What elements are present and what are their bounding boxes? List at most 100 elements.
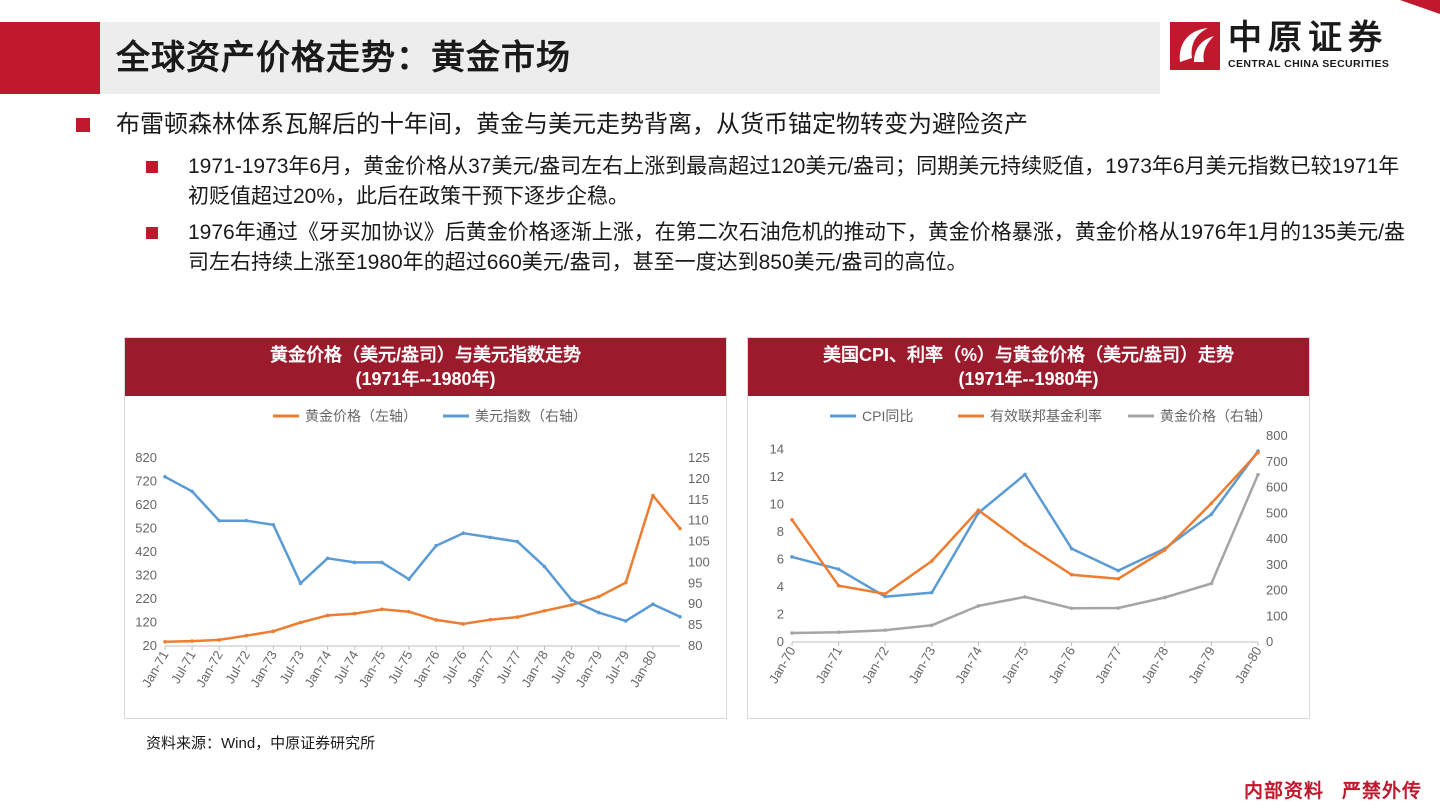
logo-mark-icon <box>1170 22 1220 70</box>
series-0-point-14 <box>542 608 547 613</box>
y-left-tick-7: 720 <box>135 474 157 489</box>
corner-decoration <box>1400 0 1440 14</box>
series-0-point-11 <box>461 622 465 626</box>
y-left-tick-3: 320 <box>135 568 157 583</box>
series-2-point-7 <box>1116 606 1120 610</box>
series-0-point-0 <box>163 639 167 644</box>
footer-left-text: 内部资料 <box>1244 781 1325 802</box>
bullet-list: 布雷顿森林体系瓦解后的十年间，黄金与美元走势背离，从货币锚定物转变为避险资产 1… <box>76 104 1406 278</box>
legend-label-1: 美元指数（右轴） <box>475 408 587 424</box>
x-tick-label-2: Jan-72 <box>193 648 226 690</box>
series-1-point-4 <box>976 508 981 512</box>
chart-gold-usd-index: 黄金价格（左轴） 美元指数（右轴） 20 120 220 320 420 520 620 720 8… <box>135 408 710 690</box>
series-0-point-7 <box>352 611 357 616</box>
series-0-point-12 <box>488 617 493 622</box>
legend-label-0: CPI同比 <box>862 408 913 424</box>
x-tick-label-8: Jan-75 <box>356 648 389 690</box>
y-left-tick-2: 4 <box>777 579 784 594</box>
series-2-point-3 <box>930 623 934 628</box>
y-right-tick-3: 300 <box>1266 557 1288 572</box>
x-tick-label-18: Jan-80 <box>627 648 660 690</box>
x-tick-label-10: Jan-80 <box>1232 644 1265 686</box>
series-0-point-5 <box>298 620 303 625</box>
series-2-point-6 <box>1069 606 1074 611</box>
chart-title: 黄金价格（美元/盎司）与美元指数走势 <box>270 345 581 365</box>
series-2-point-8 <box>1163 595 1167 600</box>
series-0-point-0 <box>790 555 794 559</box>
y-right-tick-1: 85 <box>688 617 702 632</box>
series-2-point-2 <box>883 628 887 632</box>
chart-header: 美国CPI、利率（%）与黄金价格（美元/盎司）走势 (1971年--1980年) <box>748 338 1309 396</box>
header-title-band <box>100 22 1160 94</box>
x-tick-label-4: Jan-73 <box>247 648 280 690</box>
legend-label-0: 黄金价格（左轴） <box>305 408 417 424</box>
x-tick-label-6: Jan-74 <box>301 648 334 690</box>
series-1-point-5 <box>1023 542 1027 547</box>
series-line-2 <box>791 474 1260 635</box>
y-left-tick-1: 120 <box>135 615 157 630</box>
x-tick-label-0: Jan-70 <box>766 644 799 686</box>
series-2-point-4 <box>976 604 981 608</box>
x-tick-label-10: Jan-76 <box>410 648 443 690</box>
series-1-point-9 <box>407 577 411 581</box>
y-left-tick-4: 420 <box>135 544 157 559</box>
x-tick-label-9: Jan-79 <box>1185 644 1218 686</box>
y-left-tick-7: 14 <box>770 442 784 457</box>
logo-chinese-name: 中原证券 <box>1228 18 1388 58</box>
y-left-tick-5: 10 <box>770 497 784 512</box>
series-0-point-1 <box>836 567 841 572</box>
bullet-sub-2: 1976年通过《牙买加协议》后黄金价格逐渐上涨，在第二次石油危机的推动下，黄金价… <box>76 218 1406 278</box>
bullet-sub-1-text: 1971-1973年6月，黄金价格从37美元/盎司左右上涨到最高超过120美元/… <box>188 155 1400 208</box>
series-1-point-2 <box>883 592 887 596</box>
series-1-point-0 <box>790 517 794 522</box>
y-right-tick-2: 90 <box>688 596 702 611</box>
x-tick-label-6: Jan-76 <box>1045 644 1078 686</box>
series-1-point-6 <box>1069 572 1074 577</box>
series-1-point-7 <box>352 560 357 565</box>
series-1-point-8 <box>380 560 384 565</box>
x-tick-label-16: Jan-79 <box>572 648 605 690</box>
y-left-tick-1: 2 <box>777 607 784 622</box>
series-1-point-18 <box>651 602 655 607</box>
series-1-point-4 <box>271 523 276 527</box>
company-logo: 中原证券 CENTRAL CHINA SECURITIES <box>1170 18 1410 70</box>
y-right-tick-5: 500 <box>1266 505 1288 520</box>
y-right-tick-7: 115 <box>688 492 709 507</box>
series-0-point-13 <box>515 615 520 619</box>
series-0-point-6 <box>1069 546 1074 551</box>
bullet-main-text: 布雷顿森林体系瓦解后的十年间，黄金与美元走势背离，从货币锚定物转变为避险资产 <box>116 111 1028 138</box>
chart-subtitle: (1971年--1980年) <box>958 369 1099 389</box>
page-title: 全球资产价格走势：黄金市场 <box>116 39 571 77</box>
series-0-point-3 <box>244 633 249 638</box>
y-right-tick-2: 200 <box>1266 583 1288 598</box>
bullet-main: 布雷顿森林体系瓦解后的十年间，黄金与美元走势背离，从货币锚定物转变为避险资产 <box>76 104 1406 146</box>
y-left-tick-6: 12 <box>770 469 784 484</box>
series-0-point-18 <box>651 493 655 498</box>
y-right-tick-4: 100 <box>688 554 710 569</box>
series-1-point-11 <box>461 531 465 535</box>
footer-confidential: 内部资料 严禁外传 <box>1244 776 1422 803</box>
series-0-point-1 <box>190 639 194 643</box>
series-0-point-9 <box>407 609 411 614</box>
series-0-point-6 <box>325 613 330 618</box>
chart-panel-cpi-rate-gold: 美国CPI、利率（%）与黄金价格（美元/盎司）走势 (1971年--1980年)… <box>747 337 1310 719</box>
chart-subtitle: (1971年--1980年) <box>355 369 496 389</box>
series-0-point-2 <box>883 594 887 599</box>
x-tick-label-2: Jan-72 <box>859 644 892 686</box>
legend-label-1: 有效联邦基金利率 <box>990 408 1102 424</box>
y-right-tick-0: 0 <box>1266 634 1273 649</box>
x-tick-label-14: Jan-78 <box>518 648 551 690</box>
bullet-sub-2-text: 1976年通过《牙买加协议》后黄金价格逐渐上涨，在第二次石油危机的推动下，黄金价… <box>188 221 1405 274</box>
x-tick-label-1: Jan-71 <box>812 644 845 686</box>
y-left-tick-4: 8 <box>777 524 784 539</box>
y-right-tick-8: 800 <box>1266 428 1288 443</box>
series-1-point-17 <box>623 619 628 623</box>
y-right-tick-8: 120 <box>688 471 710 486</box>
series-2-point-0 <box>790 631 794 635</box>
series-1-point-14 <box>542 564 547 569</box>
series-0-point-19 <box>678 526 682 531</box>
x-tick-label-8: Jan-78 <box>1139 644 1172 686</box>
series-line-0 <box>164 494 681 644</box>
series-1-point-7 <box>1116 577 1120 581</box>
x-tick-label-7: Jan-77 <box>1092 644 1125 686</box>
